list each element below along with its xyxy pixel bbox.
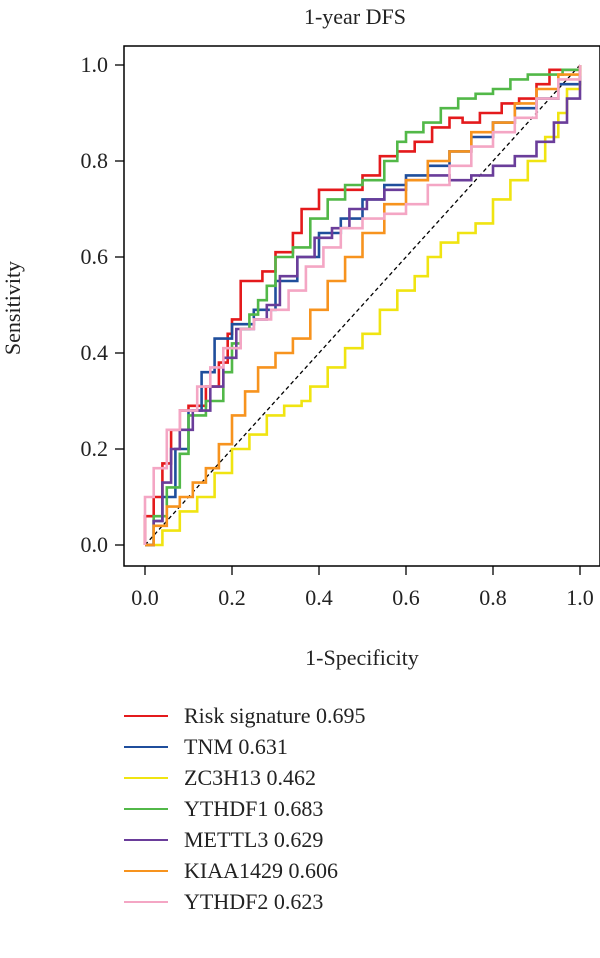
legend-item: YTHDF1 0.683 bbox=[124, 793, 484, 824]
legend-swatch bbox=[124, 807, 168, 810]
legend-label: TNM 0.631 bbox=[184, 733, 288, 759]
legend-item: METTL3 0.629 bbox=[124, 824, 484, 855]
legend: Risk signature 0.695 TNM 0.631 ZC3H13 0.46… bbox=[124, 700, 484, 917]
legend-item: Risk signature 0.695 bbox=[124, 700, 484, 731]
y-tick-label: 0.0 bbox=[81, 532, 109, 557]
y-tick-label: 0.6 bbox=[81, 244, 109, 269]
y-tick-label: 1.0 bbox=[81, 52, 109, 77]
x-tick-label: 1.0 bbox=[566, 585, 594, 610]
x-axis-label: 1-Specificity bbox=[305, 645, 419, 670]
roc-chart: 1-year DFS Sensitivity 1-Specificity 0.0… bbox=[0, 4, 600, 670]
legend-label: YTHDF1 0.683 bbox=[184, 795, 324, 821]
legend-swatch bbox=[124, 714, 168, 717]
plot-frame bbox=[123, 45, 600, 567]
legend-swatch bbox=[124, 900, 168, 903]
legend-item: TNM 0.631 bbox=[124, 731, 484, 762]
legend-label: YTHDF2 0.623 bbox=[184, 888, 324, 914]
x-tick-label: 0.0 bbox=[131, 585, 159, 610]
x-axis-ticks: 0.0 0.2 0.4 0.6 0.8 1.0 bbox=[131, 566, 594, 610]
diagonal-reference-line bbox=[144, 64, 581, 546]
legend-item: KIAA1429 0.606 bbox=[124, 855, 484, 886]
legend-swatch bbox=[124, 745, 168, 748]
x-tick-label: 0.2 bbox=[218, 585, 246, 610]
y-tick-label: 0.2 bbox=[81, 436, 109, 461]
legend-item: ZC3H13 0.462 bbox=[124, 762, 484, 793]
y-tick-label: 0.4 bbox=[81, 340, 109, 365]
roc-curve-kiaa1429 bbox=[145, 65, 582, 547]
legend-label: Risk signature 0.695 bbox=[184, 702, 366, 728]
y-axis-label: Sensitivity bbox=[0, 261, 25, 355]
legend-label: ZC3H13 0.462 bbox=[184, 764, 316, 790]
legend-label: METTL3 0.629 bbox=[184, 826, 324, 852]
legend-label: KIAA1429 0.606 bbox=[184, 857, 338, 883]
roc-curve-ythdf1 bbox=[145, 65, 582, 547]
roc-curve-zc3h13 bbox=[145, 65, 582, 547]
roc-curve-ythdf2 bbox=[143, 65, 582, 545]
legend-swatch bbox=[124, 838, 168, 841]
y-tick-label: 0.8 bbox=[81, 148, 109, 173]
roc-curves bbox=[143, 65, 582, 547]
roc-curve-mettl3 bbox=[145, 65, 582, 547]
x-tick-label: 0.6 bbox=[392, 585, 420, 610]
x-tick-label: 0.4 bbox=[305, 585, 333, 610]
legend-item: YTHDF2 0.623 bbox=[124, 886, 484, 917]
chart-title: 1-year DFS bbox=[304, 4, 406, 29]
legend-swatch bbox=[124, 869, 168, 872]
y-axis-ticks: 0.0 0.2 0.4 0.6 0.8 1.0 bbox=[81, 52, 124, 557]
x-tick-label: 0.8 bbox=[479, 585, 507, 610]
legend-swatch bbox=[124, 776, 168, 779]
